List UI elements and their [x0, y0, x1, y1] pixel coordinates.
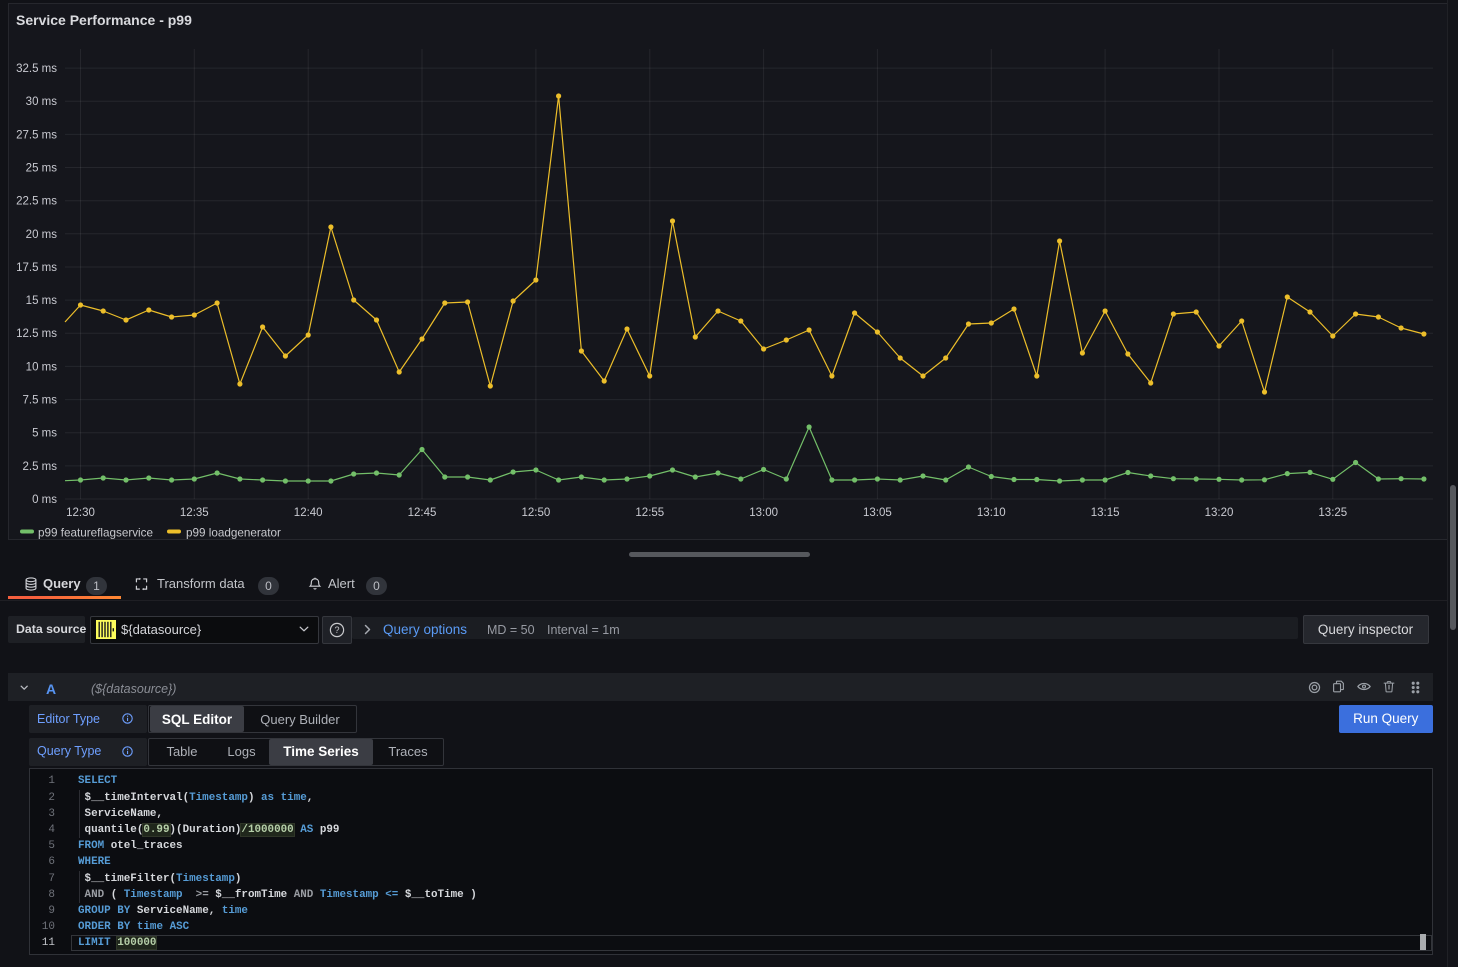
svg-text:p99 loadgenerator: p99 loadgenerator	[186, 527, 281, 540]
svg-text:12:45: 12:45	[408, 507, 437, 519]
svg-text:12:40: 12:40	[294, 507, 323, 519]
svg-text:13:15: 13:15	[1091, 507, 1120, 519]
svg-text:17.5 ms: 17.5 ms	[16, 262, 57, 274]
svg-text:20 ms: 20 ms	[26, 229, 58, 241]
svg-text:0 ms: 0 ms	[32, 494, 57, 506]
svg-text:12.5 ms: 12.5 ms	[16, 328, 57, 340]
svg-text:13:25: 13:25	[1318, 507, 1347, 519]
svg-text:13:00: 13:00	[749, 507, 778, 519]
svg-text:12:50: 12:50	[522, 507, 551, 519]
svg-text:25 ms: 25 ms	[26, 163, 58, 175]
svg-text:13:20: 13:20	[1205, 507, 1234, 519]
svg-text:7.5 ms: 7.5 ms	[22, 395, 57, 407]
svg-text:Service Performance - p99: Service Performance - p99	[16, 12, 192, 28]
svg-text:30 ms: 30 ms	[26, 96, 58, 108]
svg-text:32.5 ms: 32.5 ms	[16, 63, 57, 75]
svg-text:12:55: 12:55	[635, 507, 664, 519]
svg-text:5 ms: 5 ms	[32, 428, 57, 440]
svg-text:13:05: 13:05	[863, 507, 892, 519]
svg-text:?: ?	[334, 625, 339, 635]
svg-text:22.5 ms: 22.5 ms	[16, 196, 57, 208]
svg-text:10 ms: 10 ms	[26, 361, 58, 373]
svg-text:2.5 ms: 2.5 ms	[22, 461, 57, 473]
svg-text:15 ms: 15 ms	[26, 295, 58, 307]
svg-text:p99 featureflagservice: p99 featureflagservice	[38, 527, 153, 540]
svg-text:27.5 ms: 27.5 ms	[16, 129, 57, 141]
svg-text:12:35: 12:35	[180, 507, 209, 519]
svg-text:13:10: 13:10	[977, 507, 1006, 519]
svg-text:12:30: 12:30	[66, 507, 95, 519]
